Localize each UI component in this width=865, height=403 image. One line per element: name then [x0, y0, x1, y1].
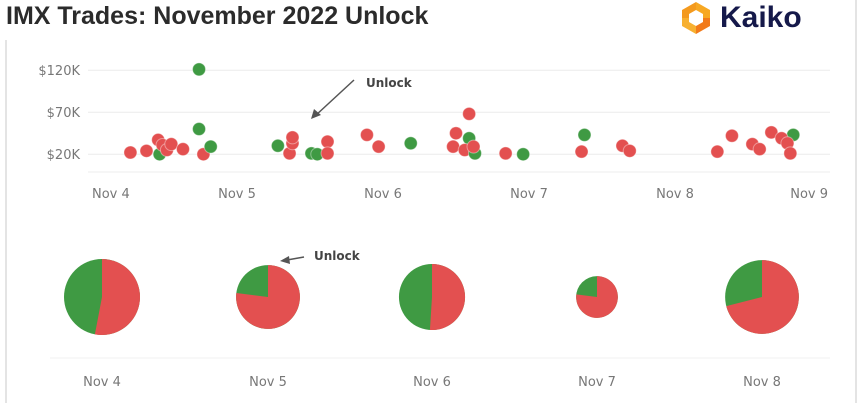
pie-slice-sell	[94, 259, 141, 335]
pie-slice-sell	[576, 276, 618, 318]
scatter-point-sell	[175, 142, 190, 157]
scatter-point-sell	[752, 142, 767, 157]
pie-label: Nov 4	[83, 375, 121, 390]
pie-2: Nov 6	[398, 263, 466, 390]
scatter-point-sell	[320, 146, 335, 161]
pie-slice-sell	[236, 265, 300, 329]
pie-label: Nov 5	[249, 375, 287, 390]
scatter-point-sell	[574, 144, 589, 159]
chart-title: IMX Trades: November 2022 Unlock	[6, 2, 429, 30]
x-axis-ticks: Nov 4 Nov 5 Nov 6 Nov 7 Nov 8 Nov 9	[92, 187, 828, 202]
scatter-point-sell	[783, 146, 798, 161]
scatter-point-buy	[192, 122, 207, 136]
pie-slice-sell	[726, 260, 799, 334]
scatter-point-sell	[622, 143, 637, 158]
scatter-point-sell	[449, 126, 463, 141]
kaiko-hexagon-icon	[682, 2, 710, 34]
pie-1: Nov 5	[236, 265, 300, 390]
scatter-point-sell	[285, 130, 300, 145]
scatter-point-sell	[462, 106, 477, 121]
scatter-point-sell	[498, 146, 513, 161]
unlock-arrowhead-icon	[311, 109, 321, 119]
scatter-point-sell	[764, 125, 779, 140]
pie-3: Nov 7	[576, 276, 618, 390]
scatter-point-sell	[446, 139, 461, 154]
pie-unlock-arrow-icon	[286, 256, 305, 261]
pie-slice-sell	[429, 263, 466, 331]
x-tick-label: Nov 8	[656, 187, 694, 202]
grid-lines	[88, 69, 830, 173]
y-tick-label: $120K	[38, 64, 80, 79]
pie-label: Nov 6	[413, 375, 451, 390]
scatter-point-sell	[359, 127, 374, 142]
scatter-point-buy	[403, 136, 418, 151]
scatter-point-sell	[320, 134, 335, 149]
scatter-point-buy	[203, 139, 218, 154]
scatter-point-sell	[164, 137, 179, 152]
y-tick-label: $20K	[47, 148, 81, 163]
pie-unlock-annotation: Unlock	[280, 249, 361, 264]
x-tick-label: Nov 7	[510, 187, 548, 202]
card-left-border	[5, 40, 7, 403]
pie-unlock-arrowhead-icon	[280, 256, 290, 264]
pie-unlock-label: Unlock	[314, 249, 361, 263]
data-points	[123, 62, 801, 162]
scatter-point-sell	[123, 145, 138, 160]
unlock-label: Unlock	[366, 76, 413, 90]
x-tick-label: Nov 9	[790, 187, 828, 202]
kaiko-logo: Kaiko	[678, 0, 802, 36]
card-right-border	[855, 0, 857, 403]
pie-0: Nov 4	[64, 259, 141, 390]
x-tick-label: Nov 5	[218, 187, 256, 202]
pie-label: Nov 8	[743, 375, 781, 390]
y-tick-label: $70K	[47, 106, 81, 121]
x-tick-label: Nov 4	[92, 187, 130, 202]
scatter-point-buy	[516, 147, 531, 162]
logo-text: Kaiko	[720, 1, 802, 34]
unlock-annotation: Unlock	[311, 76, 413, 119]
pie-label: Nov 7	[578, 375, 616, 390]
scatter-point-sell	[466, 139, 481, 154]
unlock-arrow-icon	[314, 79, 355, 117]
y-axis-ticks: $20K $70K $120K	[38, 64, 80, 163]
scatter-point-sell	[371, 139, 386, 154]
x-tick-label: Nov 6	[364, 187, 402, 202]
pie-4: Nov 8	[725, 260, 799, 390]
scatter-point-sell	[724, 128, 739, 143]
scatter-point-buy	[577, 127, 592, 142]
scatter-point-buy	[270, 138, 285, 153]
scatter-point-sell	[710, 144, 725, 159]
scatter-point-buy	[192, 62, 207, 77]
scatter-point-sell	[139, 143, 154, 158]
pie-row: Nov 4 Nov 5 Nov 6 Nov 7 Nov 8 Unlock	[50, 249, 830, 390]
